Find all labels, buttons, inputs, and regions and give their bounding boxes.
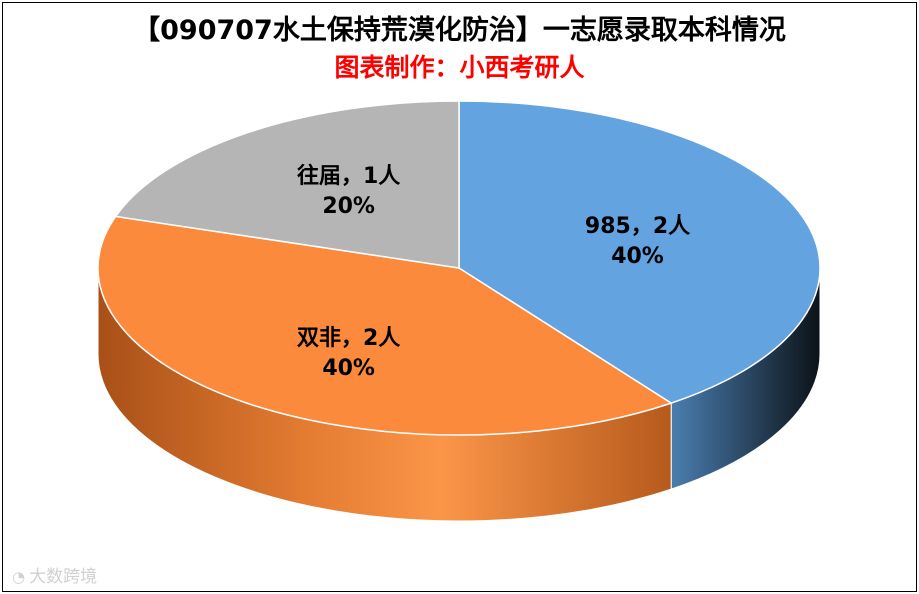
pie-label-percent: 40% <box>322 356 375 381</box>
watermark-text: 大数跨境 <box>29 567 98 587</box>
pie-label-percent: 40% <box>611 244 664 269</box>
chart-title: 【090707水土保持荒漠化防治】一志愿录取本科情况 <box>133 15 786 46</box>
pie-slice-2 <box>114 100 460 269</box>
chat-bubble-icon: ◔ <box>12 568 26 586</box>
pie-label-percent: 20% <box>322 194 375 219</box>
pie-label-0: 985，2人 40% <box>585 214 690 269</box>
chart-subtitle: 图表制作：小西考研人 <box>334 53 585 82</box>
pie-label-text: 双非，2人 <box>297 326 400 351</box>
pie-label-text: 985，2人 <box>585 214 690 239</box>
pie-label-2: 往届，1人 20% <box>297 163 400 219</box>
pie-label-text: 往届，1人 <box>297 163 400 189</box>
watermark: ◔ 大数跨境 <box>12 562 97 587</box>
pie-label-1: 双非，2人 40% <box>297 326 400 381</box>
pie-slice-1 <box>97 215 673 436</box>
pie-slice-0 <box>458 100 821 404</box>
